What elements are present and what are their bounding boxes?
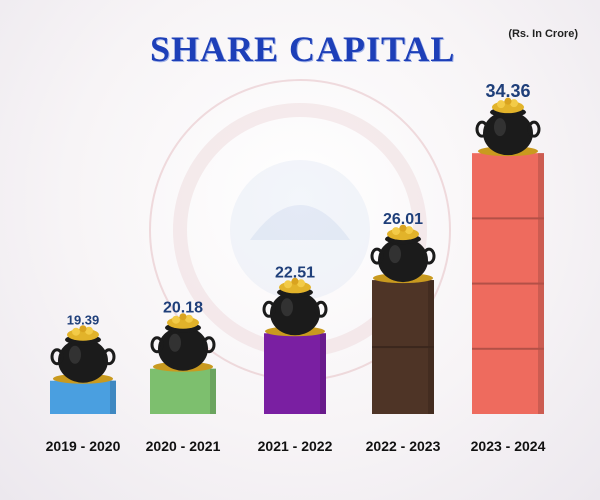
bar-group: 20.18 2020 - 2021 (146, 300, 221, 454)
gold-coin-pot-icon (475, 97, 541, 157)
gold-coin-pot-icon (262, 277, 328, 337)
bar-shade (210, 368, 216, 414)
bar-block-divider (472, 347, 544, 350)
value-label: 34.36 (485, 81, 530, 101)
unit-label: (Rs. In Crore) (508, 28, 578, 40)
bar (50, 380, 116, 414)
category-label: 2020 - 2021 (146, 438, 221, 454)
category-label: 2023 - 2024 (471, 438, 546, 454)
category-label: 2019 - 2020 (46, 438, 121, 454)
bar-block-divider (472, 217, 544, 220)
value-label: 20.18 (163, 300, 203, 317)
bar-group: 26.01 2022 - 2023 (366, 211, 441, 454)
gold-coin-pot-icon (370, 224, 436, 284)
value-label: 22.51 (275, 264, 315, 281)
bar-group: 19.39 2019 - 2020 (46, 313, 121, 454)
value-label: 19.39 (67, 313, 100, 328)
bar-group: 34.36 2023 - 2024 (471, 81, 546, 454)
category-label: 2022 - 2023 (366, 438, 441, 454)
page-title: SHARE CAPITAL (150, 29, 456, 69)
category-label: 2021 - 2022 (258, 438, 333, 454)
bar-shade (110, 380, 116, 414)
bar-block-divider (472, 282, 544, 285)
gold-coin-pot-icon (150, 313, 216, 372)
bar-shade (320, 333, 326, 414)
bar-group: 22.51 2021 - 2022 (258, 264, 333, 454)
bar-block-divider (372, 346, 434, 349)
gold-coin-pot-icon (50, 325, 116, 384)
value-label: 26.01 (383, 211, 423, 228)
bar (150, 368, 216, 414)
bar (264, 333, 326, 414)
